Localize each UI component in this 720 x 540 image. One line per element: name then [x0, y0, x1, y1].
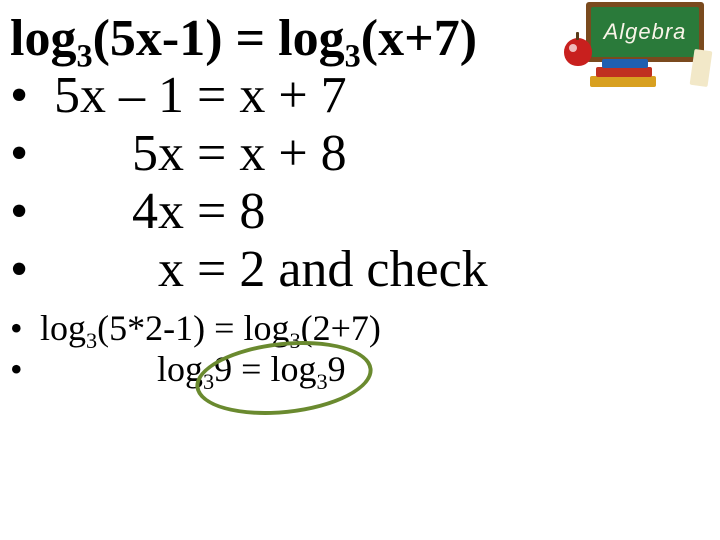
- indent: [54, 125, 132, 182]
- step-text: 5x – 1 = x + 7: [54, 67, 347, 124]
- bullet: •: [10, 308, 40, 349]
- apple-stem: [576, 32, 579, 40]
- c2-eq: =: [232, 349, 270, 389]
- c1-lhs-arg: (5*2-1): [97, 308, 205, 348]
- step-text: 5x = x + 8: [132, 125, 347, 182]
- book-1: [590, 76, 656, 87]
- c2-lhs-arg: 9: [214, 349, 232, 389]
- check-step-2: • log39 = log39: [10, 349, 710, 390]
- rhs-sub: 3: [345, 37, 361, 73]
- chalkboard-frame: Algebra: [586, 2, 704, 62]
- slide: Algebra log3(5x-1) = log3(x+7) •5x – 1 =…: [0, 0, 720, 540]
- check-step-1: •log3(5*2-1) = log3(2+7): [10, 308, 710, 349]
- indent: [40, 349, 157, 389]
- c1-eq: =: [205, 308, 243, 348]
- bullet: •: [10, 241, 54, 299]
- title-eq: =: [223, 10, 279, 67]
- book-3: [602, 59, 648, 68]
- chalkboard-text: Algebra: [604, 19, 687, 45]
- step-text: x = 2 and check: [158, 241, 488, 298]
- rhs-arg: (x+7): [361, 10, 477, 67]
- lhs-log: log: [10, 10, 76, 67]
- apple-icon: [564, 38, 592, 66]
- step-text: 4x = 8: [132, 183, 265, 240]
- work-step-3: • 4x = 8: [10, 183, 710, 241]
- c2-rhs-arg: 9: [328, 349, 346, 389]
- apple-highlight: [569, 44, 577, 52]
- indent: [54, 241, 158, 298]
- chalkboard-inner: Algebra: [591, 7, 699, 57]
- c1-lhs-base: log: [40, 308, 86, 348]
- c2-lhs-sub: 3: [203, 369, 214, 394]
- c2-rhs-base: log: [270, 349, 316, 389]
- books-icon: [590, 60, 656, 88]
- c1-rhs-base: log: [243, 308, 289, 348]
- lhs-arg: (5x-1): [93, 10, 223, 67]
- c1-rhs-arg: (2+7): [301, 308, 381, 348]
- book-2: [596, 67, 652, 77]
- bullet: •: [10, 183, 54, 241]
- work-step-4: • x = 2 and check: [10, 241, 710, 299]
- bullet: •: [10, 349, 40, 390]
- rhs-log: log: [278, 10, 344, 67]
- c2-rhs-sub: 3: [317, 369, 328, 394]
- algebra-graphic: Algebra: [558, 2, 708, 88]
- indent: [54, 183, 132, 240]
- bullet: •: [10, 67, 54, 125]
- c2-lhs-base: log: [157, 349, 203, 389]
- bullet: •: [10, 125, 54, 183]
- work-step-2: • 5x = x + 8: [10, 125, 710, 183]
